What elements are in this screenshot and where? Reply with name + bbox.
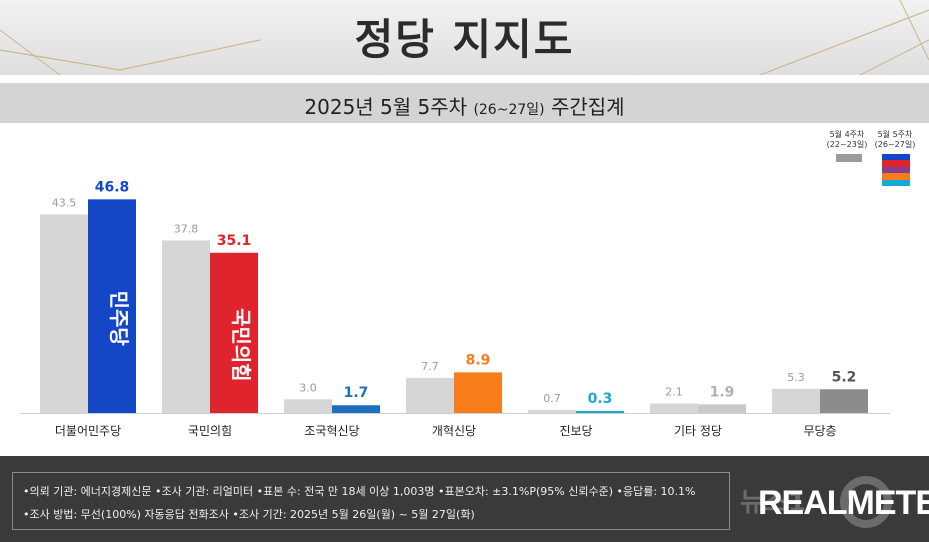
value-label-current: 5.2: [832, 369, 857, 385]
subtitle-period: (26~27일): [473, 102, 545, 118]
subtitle-main: 2025년 5월 5주차: [304, 95, 474, 119]
category-label: 국민의힘: [188, 424, 232, 438]
survey-info-line-1: •의뢰 기관: 에너지경제신문 •조사 기관: 리얼미터 •표본 수: 전국 만…: [23, 485, 696, 498]
category-label: 조국혁신당: [304, 424, 359, 438]
legend-prev-line1: 5월 4주차: [829, 130, 865, 139]
value-label-current: 46.8: [95, 180, 130, 195]
subtitle: 2025년 5월 5주차 (26~27일) 주간집계: [0, 91, 929, 120]
logo-text: REALMETER: [758, 484, 929, 522]
bar-chart: 43.5 46.8 더불어민주당 37.8 35.1 국민의힘 3.0 1.7 조국혁신당 7.7…: [20, 180, 890, 438]
watermark-ring: [840, 476, 892, 528]
category-label: 개혁신당: [432, 424, 476, 438]
value-label-prev: 37.8: [174, 222, 199, 235]
value-label-prev: 7.7: [421, 360, 439, 373]
bar-current-6: [698, 404, 746, 413]
category-label: 진보당: [559, 424, 592, 438]
value-label-current: 1.9: [710, 384, 735, 400]
bar-prev-3: [284, 399, 332, 413]
value-label-prev: 2.1: [665, 385, 683, 398]
value-label-prev: 3.0: [299, 381, 317, 394]
bar-prev-2: [162, 240, 210, 413]
news-watermark: 뉴스1: [740, 488, 806, 518]
swatch-stripe: [882, 173, 910, 180]
subtitle-band: 2025년 5월 5주차 (26~27일) 주간집계: [0, 83, 929, 123]
swatch-stripe: [882, 154, 910, 161]
category-label: 기타 정당: [674, 424, 722, 438]
value-label-current: 0.3: [588, 391, 613, 407]
value-label-current: 35.1: [217, 233, 252, 249]
bar-prev-6: [650, 403, 698, 413]
legend-item-prev: 5월 4주차 (22~23일): [822, 130, 872, 150]
bar-prev-1: [40, 214, 88, 413]
bar-current-3: [332, 405, 380, 413]
bar-current-7: [820, 389, 868, 413]
category-label: 더불어민주당: [55, 424, 121, 438]
legend-prev-line2: (22~23일): [826, 140, 868, 149]
realmeter-logo: 뉴스1 REALMETER: [740, 476, 929, 528]
subtitle-tail: 주간집계: [544, 95, 625, 119]
legend-swatch-cur: [882, 154, 910, 186]
bar-current-4: [454, 372, 502, 413]
footer: •의뢰 기관: 에너지경제신문 •조사 기관: 리얼미터 •표본 수: 전국 만…: [0, 456, 929, 542]
survey-info-line-2: •조사 방법: 무선(100%) 자동응답 전화조사 •조사 기간: 2025년…: [23, 508, 475, 521]
swatch-stripe: [882, 160, 910, 167]
bar-current-1: [88, 199, 136, 413]
category-label: 무당층: [803, 424, 836, 438]
legend-item-cur: 5월 5주차 (26~27일): [870, 130, 920, 150]
swatch-stripe: [882, 166, 910, 174]
value-label-prev: 0.7: [543, 392, 561, 405]
bar-prev-7: [772, 388, 820, 413]
swatch-stripe: [882, 179, 910, 186]
legend: 5월 4주차 (22~23일) 5월 5주차 (26~27일): [822, 130, 922, 190]
bar-current-2: [210, 252, 258, 413]
legend-swatch-prev: [836, 154, 862, 162]
bar-prev-4: [406, 377, 454, 413]
value-label-current: 8.9: [466, 352, 491, 368]
value-label-current: 1.7: [344, 385, 369, 401]
value-label-prev: 43.5: [52, 196, 77, 209]
title-band: 정당 지지도: [0, 0, 929, 75]
page-title: 정당 지지도: [354, 15, 575, 64]
decorative-lines: [0, 0, 929, 75]
bar-prev-5: [528, 409, 576, 413]
legend-cur-line2: (26~27일): [874, 140, 916, 149]
bar-current-5: [576, 411, 624, 413]
party-logo-1: 민주당: [107, 291, 131, 347]
survey-info-box: •의뢰 기관: 에너지경제신문 •조사 기관: 리얼미터 •표본 수: 전국 만…: [12, 472, 730, 530]
party-logo-2: 국민의힘: [229, 308, 253, 382]
value-label-prev: 5.3: [787, 371, 805, 384]
legend-cur-line1: 5월 5주차: [877, 130, 913, 139]
